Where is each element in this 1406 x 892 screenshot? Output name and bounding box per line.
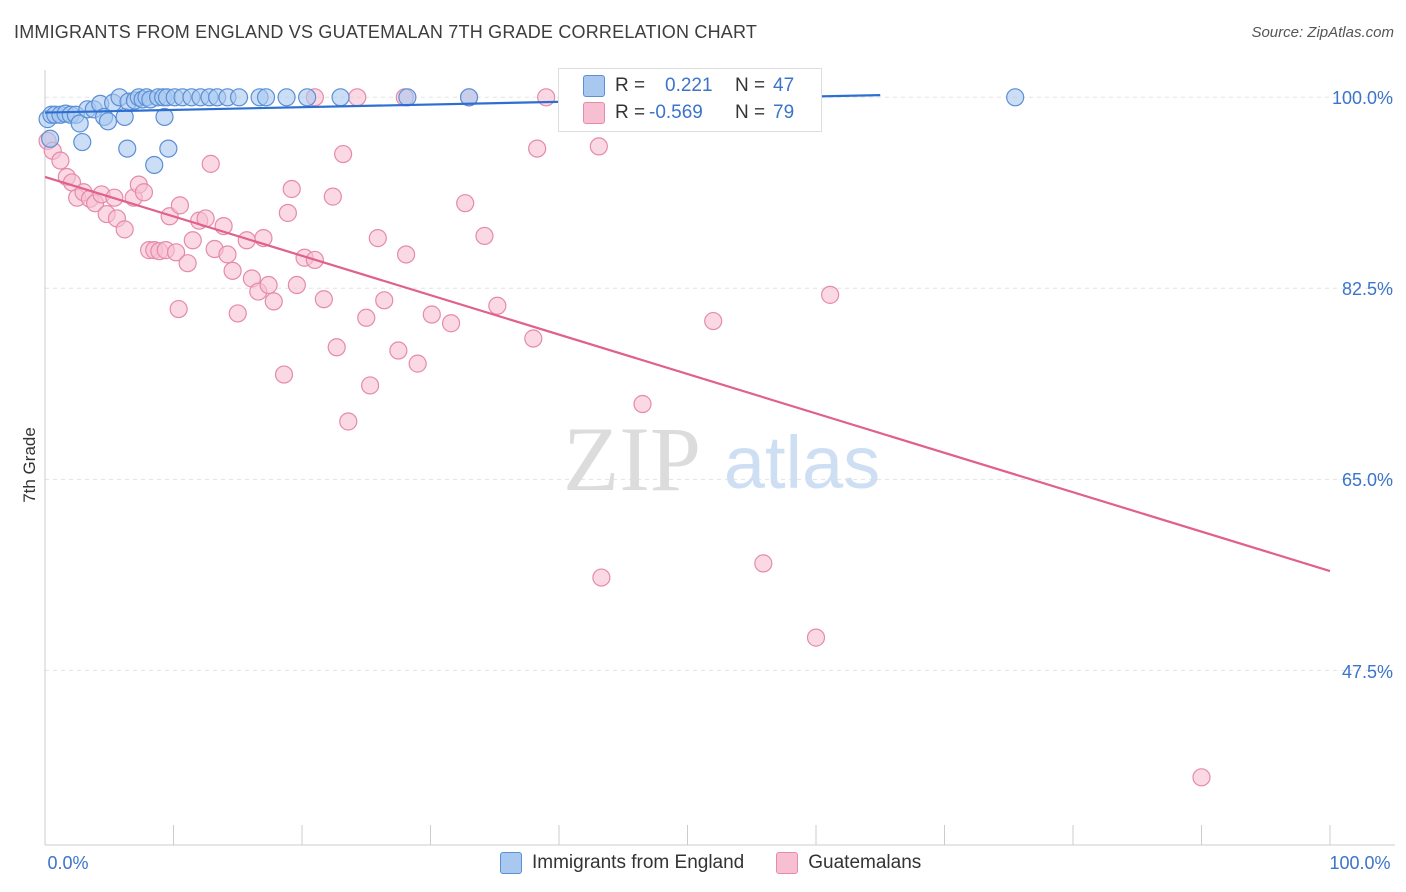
guatemalan-point-49 — [327, 338, 346, 357]
x-tick-label-0: 0.0% — [47, 853, 88, 873]
y-tick-label-47: 47.5% — [1342, 662, 1393, 682]
legend-item-england[interactable]: Immigrants from England — [500, 852, 744, 874]
watermark-atlas: atlas — [724, 421, 880, 504]
guatemalan-point-56 — [389, 341, 408, 360]
england-r-value: 0.221 — [665, 75, 713, 96]
guatemalan-point-55 — [375, 291, 394, 310]
guatemalan-point-72 — [821, 285, 840, 304]
guatemalan-point-71 — [806, 628, 826, 647]
guatemalan-point-26 — [183, 231, 202, 250]
legend-guatemalan-label: Guatemalans — [808, 852, 922, 873]
guatemalan-point-64 — [524, 329, 543, 348]
guatemalan-trend-line — [44, 175, 1331, 573]
y-axis-label: 7th Grade — [20, 427, 39, 503]
guatemalan-point-59 — [422, 305, 441, 324]
guatemalan-point-22 — [166, 243, 186, 262]
x-tick-label-100: 100.0% — [1329, 853, 1390, 873]
england-point-44 — [398, 88, 417, 107]
england-point-42 — [298, 88, 317, 107]
guatemalan-n-label: N = — [735, 102, 766, 123]
england-point-45 — [459, 88, 479, 107]
legend-item-guatemalan[interactable]: Guatemalans — [776, 852, 921, 874]
guatemalan-point-54 — [368, 228, 387, 248]
guatemalan-point-40 — [264, 292, 283, 311]
guatemalan-point-2 — [51, 151, 70, 170]
guatemalan-point-24 — [169, 299, 188, 319]
guatemalan-point-48 — [323, 187, 342, 206]
axis-layer — [44, 70, 1395, 846]
england-point-30 — [159, 139, 178, 158]
england-point-43 — [331, 88, 350, 107]
england-r-label: R = — [615, 75, 646, 96]
guatemalan-point-41 — [274, 365, 294, 384]
england-point-1 — [41, 129, 60, 148]
guatemalan-point-47 — [314, 290, 333, 309]
legend-england-label: Immigrants from England — [532, 852, 745, 873]
y-tick-label-82: 82.5% — [1342, 279, 1393, 299]
england-point-25 — [145, 155, 164, 175]
guatemalan-point-69 — [704, 311, 723, 331]
y-tick-label-100: 100.0% — [1332, 88, 1393, 108]
guatemalan-point-68 — [633, 394, 652, 414]
legend-guatemalan-swatch — [776, 852, 799, 874]
legend: Immigrants from England Guatemalans — [500, 852, 953, 874]
england-point-9 — [73, 132, 92, 152]
guatemalan-point-39 — [259, 275, 278, 295]
guatemalan-point-33 — [223, 261, 242, 280]
guatemalan-point-25 — [178, 254, 197, 273]
england-n-label: N = — [735, 75, 766, 96]
guatemalan-point-67 — [592, 568, 611, 587]
guatemalan-point-73 — [1192, 768, 1211, 787]
guatemalan-point-70 — [754, 554, 773, 573]
guatemalan-point-62 — [475, 226, 494, 246]
watermark-zip: ZIP — [563, 408, 701, 510]
guatemalan-r-label: R = — [615, 102, 646, 123]
guatemalan-point-58 — [408, 354, 427, 373]
guatemalan-swatch — [583, 102, 605, 124]
england-point-19 — [118, 139, 137, 158]
guatemalan-point-23 — [170, 196, 190, 215]
guatemalan-point-34 — [228, 304, 247, 323]
guatemalan-point-53 — [361, 376, 380, 395]
guatemalan-point-16 — [134, 183, 154, 202]
guatemalan-point-61 — [456, 194, 475, 213]
legend-england-swatch — [500, 852, 522, 874]
england-point-38 — [229, 88, 249, 107]
chart-title: IMMIGRANTS FROM ENGLAND VS GUATEMALAN 7T… — [14, 22, 758, 42]
england-point-41 — [277, 88, 296, 107]
guatemalan-r-value: -0.569 — [649, 102, 703, 123]
guatemalan-point-60 — [441, 314, 461, 333]
england-point-8 — [70, 114, 89, 133]
guatemalan-point-66 — [589, 137, 608, 156]
guatemalan-n-value: 79 — [773, 102, 795, 123]
england-point-14 — [98, 112, 118, 131]
england-point-46 — [1006, 88, 1025, 107]
england-n-value: 47 — [773, 75, 795, 96]
guatemalan-point-29 — [201, 154, 220, 173]
guatemalan-point-65 — [528, 139, 547, 158]
source-label: Source: ZipAtlas.com — [1251, 24, 1394, 41]
england-point-40 — [256, 88, 276, 107]
guatemalan-point-51 — [339, 412, 358, 431]
guatemalan-point-63 — [488, 296, 507, 315]
guatemalan-point-57 — [396, 245, 416, 264]
guatemalan-point-50 — [334, 144, 353, 164]
guatemalan-point-52 — [357, 308, 376, 327]
stats-box: R = 0.221 N = 47 R = -0.569 N = 79 — [558, 68, 822, 132]
guatemalan-point-44 — [287, 275, 306, 295]
guatemalan-point-13 — [115, 220, 134, 239]
england-point-29 — [155, 107, 174, 127]
y-tick-label-65: 65.0% — [1342, 470, 1393, 490]
guatemalan-point-42 — [278, 203, 297, 223]
guatemalan-point-43 — [282, 179, 301, 199]
england-swatch — [583, 75, 605, 97]
guatemalan-point-32 — [218, 245, 237, 264]
guatemalan-point-75 — [348, 88, 367, 107]
points-layer — [38, 88, 1211, 787]
